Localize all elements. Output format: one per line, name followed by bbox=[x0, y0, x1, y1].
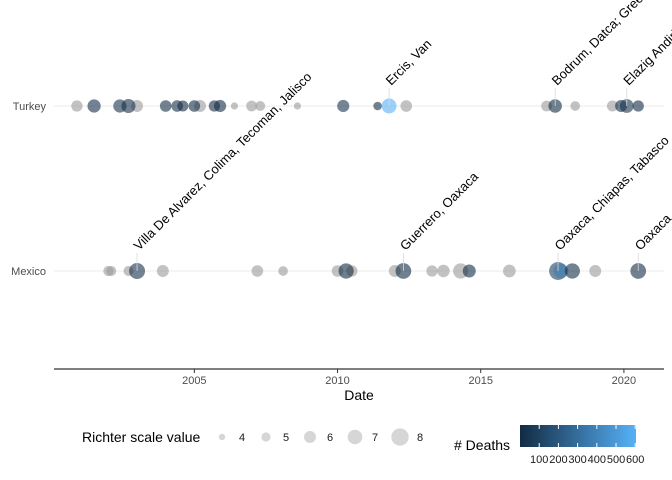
size-legend: Richter scale value 4 5 6 7 8 bbox=[82, 428, 423, 446]
data-point-mexico bbox=[338, 263, 354, 279]
data-points bbox=[71, 98, 647, 280]
data-point-turkey bbox=[159, 100, 172, 112]
data-point-mexico bbox=[426, 265, 438, 277]
data-point-mexico bbox=[564, 263, 580, 279]
data-point-turkey bbox=[606, 100, 618, 112]
data-point-turkey bbox=[373, 101, 382, 111]
data-point-turkey bbox=[188, 100, 201, 112]
axes: Mexico Turkey 2005 2010 2015 2020 Date bbox=[11, 101, 664, 403]
size-legend-label: 7 bbox=[372, 432, 378, 444]
data-point-mexico bbox=[278, 266, 288, 276]
size-legend-key bbox=[347, 429, 363, 445]
size-legend-label: 4 bbox=[239, 432, 245, 444]
color-legend-label: 600 bbox=[626, 454, 644, 466]
data-point-turkey bbox=[71, 100, 83, 112]
data-point-turkey bbox=[177, 100, 189, 112]
data-point-turkey bbox=[400, 100, 413, 112]
data-point-mexico bbox=[589, 265, 602, 277]
annotation-label: Villa De Alvarez, Colima, Tecoman, Jalis… bbox=[131, 69, 315, 253]
size-legend-key bbox=[261, 432, 271, 442]
size-legend-label: 6 bbox=[327, 432, 333, 444]
color-legend-label: 200 bbox=[549, 454, 567, 466]
data-point-turkey bbox=[230, 102, 239, 110]
annotations: Villa De Alvarez, Colima, Tecoman, Jalis… bbox=[131, 0, 672, 271]
data-point-mexico bbox=[106, 266, 117, 276]
data-point-turkey bbox=[255, 101, 266, 111]
color-legend-label: 400 bbox=[588, 454, 606, 466]
y-tick-labels: Mexico Turkey bbox=[11, 101, 46, 278]
data-point-turkey bbox=[337, 99, 350, 113]
color-legend-label: 300 bbox=[568, 454, 586, 466]
data-point-mexico bbox=[437, 264, 450, 278]
size-legend-key bbox=[218, 433, 226, 441]
x-tick-label: 2010 bbox=[325, 375, 349, 387]
x-tick-labels: 2005 2010 2015 2020 bbox=[182, 369, 636, 387]
x-tick-label: 2015 bbox=[468, 375, 492, 387]
size-legend-label: 5 bbox=[283, 432, 289, 444]
data-point-turkey bbox=[570, 101, 581, 111]
x-tick-label: 2020 bbox=[612, 375, 636, 387]
size-legend-key bbox=[304, 431, 316, 443]
size-legend-key bbox=[391, 428, 409, 446]
annotation-label: Ercis, Van bbox=[383, 36, 435, 88]
data-point-mexico bbox=[462, 264, 476, 278]
annotation-label: Oaxaca bbox=[632, 210, 672, 253]
size-legend-label: 8 bbox=[417, 432, 423, 444]
annotation-label: Guerrero, Oaxaca bbox=[397, 168, 482, 253]
data-point-turkey bbox=[632, 100, 644, 112]
data-point-mexico bbox=[156, 265, 169, 277]
color-legend-label: 500 bbox=[607, 454, 625, 466]
y-tick-label: Mexico bbox=[11, 266, 46, 278]
data-point-turkey bbox=[293, 102, 302, 110]
data-point-turkey bbox=[246, 100, 257, 112]
y-tick-label: Turkey bbox=[13, 101, 47, 113]
color-legend-title: # Deaths bbox=[454, 437, 510, 453]
data-point-turkey bbox=[121, 98, 136, 114]
data-point-turkey bbox=[214, 99, 227, 113]
data-point-turkey bbox=[87, 99, 101, 113]
color-legend-label: 100 bbox=[530, 454, 548, 466]
annotation-label: Elazig Andirin bbox=[620, 22, 672, 88]
data-point-mexico bbox=[553, 263, 569, 279]
data-point-mexico bbox=[503, 264, 516, 278]
x-tick-label: 2005 bbox=[182, 375, 206, 387]
color-legend: # Deaths 100 200 300 400 500 600 bbox=[454, 425, 644, 466]
color-legend-bar bbox=[520, 425, 636, 447]
size-legend-title: Richter scale value bbox=[82, 429, 200, 445]
data-point-mexico bbox=[251, 265, 264, 277]
x-axis-title: Date bbox=[344, 387, 374, 403]
